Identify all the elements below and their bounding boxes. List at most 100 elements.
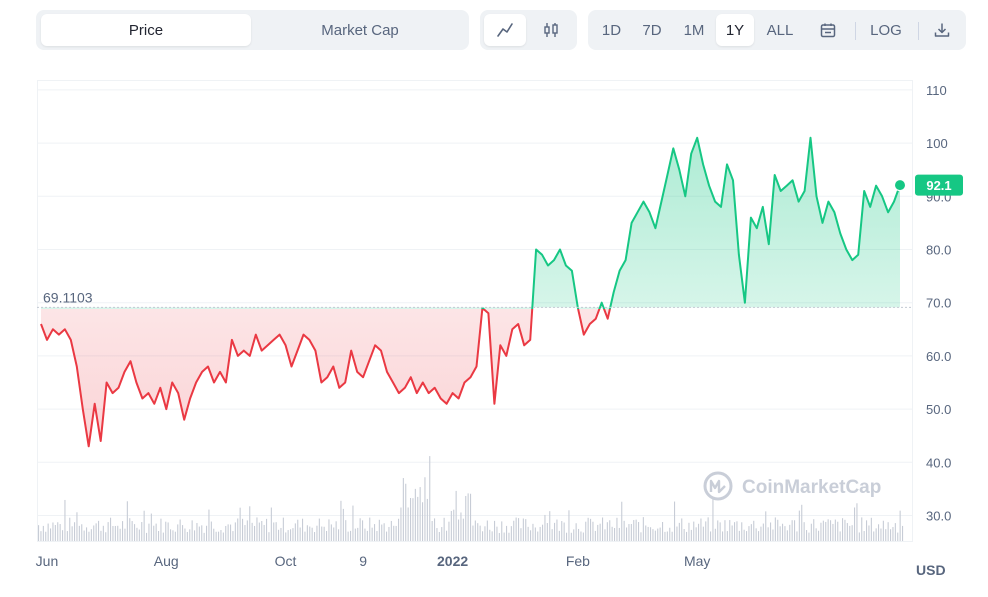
volume-bar (846, 523, 848, 541)
volume-bar (347, 531, 349, 541)
y-tick-label: 110 (926, 83, 947, 98)
y-tick-label: 100 (926, 136, 948, 151)
volume-bar (758, 531, 760, 541)
volume-bar (393, 525, 395, 541)
volume-bar (270, 507, 272, 541)
volume-bar (81, 524, 83, 541)
volume-bar (760, 526, 762, 541)
volume-bar (119, 528, 121, 541)
line-chart-icon (497, 23, 513, 37)
log-scale-button[interactable]: LOG (870, 21, 902, 39)
volume-bar (309, 526, 311, 541)
volume-bar (897, 532, 899, 541)
volume-bar (518, 518, 520, 541)
volume-bar (700, 518, 702, 541)
volume-bar (491, 531, 493, 541)
volume-bar (719, 522, 721, 541)
volume-bar (105, 532, 107, 541)
volume-bar (376, 531, 378, 541)
volume-bar (849, 525, 851, 541)
volume-bar (705, 521, 707, 541)
volume-bar (777, 519, 779, 541)
currency-label: USD (916, 562, 946, 578)
volume-bar (117, 525, 119, 541)
volume-bar (575, 523, 577, 541)
volume-bar (232, 531, 234, 541)
tab-price[interactable]: Price (41, 14, 251, 46)
volume-bar (362, 520, 364, 541)
volume-bar (129, 518, 131, 541)
volume-bar (827, 519, 829, 541)
volume-bar (738, 530, 740, 541)
range-1y-button[interactable]: 1Y (716, 14, 754, 46)
volume-bar (282, 517, 284, 541)
volume-bar (66, 531, 68, 541)
volume-bar (275, 522, 277, 541)
volume-bar (71, 526, 73, 541)
tab-market-cap[interactable]: Market Cap (321, 21, 399, 39)
current-price-label: 92.1 (926, 178, 951, 193)
x-tick-label: Aug (154, 553, 179, 569)
volume-bar (330, 524, 332, 541)
volume-bar (455, 490, 457, 541)
volume-bar (417, 496, 419, 541)
volume-bar (88, 531, 90, 541)
range-1m-button[interactable]: 1M (683, 21, 705, 39)
volume-bar (602, 517, 604, 541)
volume-bar (472, 525, 474, 541)
volume-bar (467, 493, 469, 541)
volume-bar (230, 524, 232, 541)
volume-bar (570, 532, 572, 541)
volume-bar (558, 530, 560, 541)
volume-bar (434, 518, 436, 541)
volume-bar (813, 519, 815, 541)
volume-bar (525, 519, 527, 541)
volume-bar (194, 530, 196, 541)
volume-bar (364, 528, 366, 541)
volume-bar (623, 520, 625, 541)
volume-bar (611, 526, 613, 541)
volume-bar (681, 518, 683, 541)
volume-bar (294, 523, 296, 541)
volume-bar (160, 518, 162, 541)
calendar-button[interactable] (811, 14, 845, 46)
volume-bar (335, 521, 337, 541)
volume-bar (556, 519, 558, 541)
volume-bar (851, 525, 853, 541)
y-tick-label: 60.0 (926, 349, 951, 364)
volume-bar (887, 522, 889, 541)
volume-bar (587, 517, 589, 541)
volume-bar (734, 522, 736, 541)
volume-bar (462, 518, 464, 541)
watermark-text: CoinMarketCap (742, 477, 881, 498)
volume-bar (832, 523, 834, 541)
volume-bar (698, 523, 700, 541)
volume-bar (479, 525, 481, 541)
range-all-button[interactable]: ALL (766, 21, 794, 39)
volume-bar (650, 527, 652, 541)
volume-bar (748, 526, 750, 541)
y-tick-label: 50.0 (926, 402, 951, 417)
volume-bar (136, 527, 138, 541)
range-1d-button[interactable]: 1D (601, 21, 622, 39)
volume-bar (801, 504, 803, 541)
volume-bar (573, 529, 575, 541)
volume-bar (806, 530, 808, 541)
volume-bar (892, 527, 894, 541)
volume-bar (710, 531, 712, 541)
volume-bar (95, 523, 97, 541)
volume-bar (582, 532, 584, 541)
volume-bar (369, 517, 371, 541)
volume-bar (172, 530, 174, 541)
volume-bar (642, 517, 644, 541)
price-line-above (481, 136, 901, 309)
volume-bar (254, 525, 256, 541)
candlestick-chart-button[interactable] (530, 14, 572, 46)
download-button[interactable] (925, 14, 959, 46)
line-chart-button[interactable] (484, 14, 526, 46)
y-tick-label: 70.0 (926, 296, 951, 311)
range-7d-button[interactable]: 7D (642, 21, 662, 39)
volume-bar (174, 531, 176, 541)
current-price-point[interactable] (894, 179, 906, 192)
